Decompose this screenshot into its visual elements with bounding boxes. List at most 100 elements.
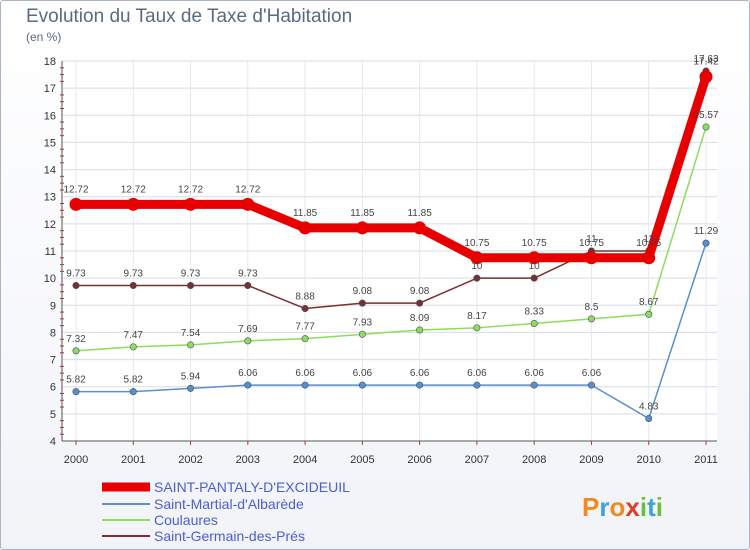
logo-letter: P	[582, 492, 599, 522]
data-point	[187, 281, 195, 289]
data-label: 9.73	[124, 268, 144, 279]
data-point	[244, 381, 252, 389]
data-label: 6.06	[410, 368, 430, 379]
data-label: 6.06	[467, 368, 487, 379]
logo-letter: i	[656, 492, 663, 522]
data-point	[645, 310, 653, 318]
data-point	[702, 123, 710, 131]
data-point	[416, 326, 424, 334]
y-tick-label: 8	[50, 327, 56, 339]
data-point	[358, 330, 366, 338]
series-line	[75, 70, 707, 310]
data-point	[584, 251, 598, 265]
logo-letter: i	[640, 492, 647, 522]
data-point	[358, 381, 366, 389]
data-label: 6.06	[582, 368, 602, 379]
data-label: 10	[529, 261, 541, 272]
y-tick-label: 14	[44, 165, 56, 177]
data-label: 12.72	[63, 184, 88, 195]
data-point	[298, 221, 312, 235]
data-label: 9.08	[353, 286, 373, 297]
logo-letter: x	[625, 492, 640, 522]
data-label: 7.93	[353, 317, 373, 328]
x-tick-label: 2000	[64, 454, 88, 466]
data-point	[244, 337, 252, 345]
data-label: 6.06	[353, 368, 373, 379]
data-point	[72, 388, 80, 396]
x-tick-label: 2009	[579, 454, 603, 466]
y-tick-label: 5	[50, 409, 56, 421]
data-label: 12.72	[235, 184, 260, 195]
series-line	[71, 72, 711, 263]
data-label: 8.33	[524, 306, 544, 317]
legend-label: Saint-Germain-des-Prés	[154, 528, 305, 544]
data-label: 8.5	[585, 302, 599, 313]
data-label: 9.73	[181, 268, 201, 279]
data-label: 10.75	[579, 238, 604, 249]
y-tick-label: 6	[50, 382, 56, 394]
y-tick-label: 11	[45, 246, 56, 258]
chart-title: Evolution du Taux de Taxe d'Habitation	[26, 6, 353, 27]
x-tick-label: 2008	[522, 454, 546, 466]
data-point	[530, 319, 538, 327]
y-tick-label: 17	[44, 83, 56, 95]
data-label: 17.42	[693, 57, 718, 68]
data-label: 7.32	[66, 334, 86, 345]
data-point	[129, 388, 137, 396]
data-point	[416, 299, 424, 307]
data-label: 8.88	[295, 292, 315, 303]
logo-letter: o	[609, 492, 625, 522]
data-point	[187, 384, 195, 392]
x-tick-label: 2010	[636, 454, 660, 466]
y-tick-label: 18	[44, 56, 56, 68]
data-point	[358, 299, 366, 307]
x-tick-label: 2011	[694, 454, 718, 466]
chart-subtitle: (en %)	[26, 30, 62, 44]
data-point	[473, 381, 481, 389]
y-tick-label: 4	[50, 436, 56, 448]
data-label: 17.63	[693, 54, 718, 65]
series-line	[75, 126, 707, 352]
data-point	[355, 221, 369, 235]
y-tick-label: 10	[44, 273, 56, 285]
data-point	[473, 324, 481, 332]
logo-letter: r	[599, 492, 609, 522]
data-point	[301, 381, 309, 389]
data-point	[645, 414, 653, 422]
data-label: 9.73	[238, 268, 258, 279]
data-point	[244, 281, 252, 289]
data-point	[413, 221, 427, 235]
data-label: 12.72	[121, 184, 146, 195]
y-tick-label: 15	[44, 137, 56, 149]
data-point	[129, 343, 137, 351]
data-label: 11	[644, 234, 655, 245]
data-label: 11.29	[694, 226, 719, 237]
data-label: 5.94	[181, 371, 201, 382]
x-tick-label: 2005	[350, 454, 374, 466]
data-label: 7.47	[124, 330, 144, 341]
data-label: 11.85	[293, 208, 318, 219]
legend-label: Coulaures	[154, 512, 218, 528]
data-point	[699, 70, 713, 84]
legend-label: Saint-Martial-d'Albarède	[154, 496, 304, 512]
data-point	[587, 381, 595, 389]
data-label: 7.54	[181, 328, 201, 339]
logo-letter: t	[647, 492, 656, 522]
data-point	[129, 281, 137, 289]
data-label: 9.08	[410, 286, 430, 297]
data-point	[72, 281, 80, 289]
x-tick-label: 2006	[407, 454, 431, 466]
data-point	[473, 274, 481, 282]
x-tick-label: 2003	[236, 454, 260, 466]
legend-label: SAINT-PANTALY-D'EXCIDEUIL	[154, 479, 350, 495]
data-label: 7.69	[238, 324, 258, 335]
y-tick-label: 16	[44, 110, 56, 122]
data-label: 11.85	[350, 208, 375, 219]
data-point	[587, 315, 595, 323]
data-point	[301, 305, 309, 313]
x-tick-label: 2007	[465, 454, 489, 466]
data-label: 6.06	[524, 368, 544, 379]
data-point	[126, 197, 140, 211]
data-point	[470, 251, 484, 265]
data-label: 5.82	[124, 375, 144, 386]
